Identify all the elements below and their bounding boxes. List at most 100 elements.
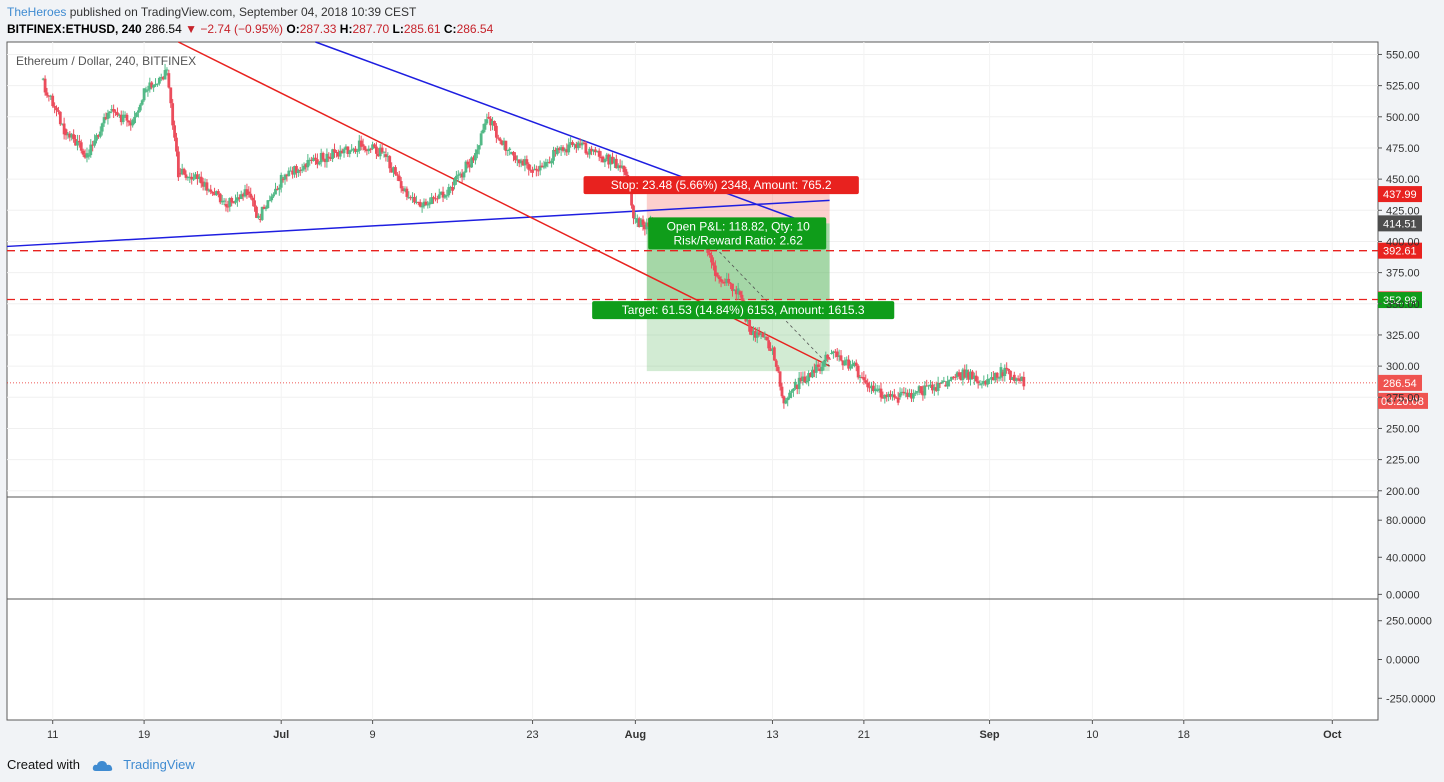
- low-value: 285.61: [403, 22, 441, 36]
- candle: [864, 380, 868, 383]
- candle: [232, 202, 235, 204]
- candle: [333, 149, 336, 152]
- candle: [752, 331, 755, 335]
- candle: [512, 151, 515, 156]
- candle: [771, 348, 774, 351]
- candle: [327, 156, 331, 158]
- candle: [234, 200, 237, 203]
- tradingview-link[interactable]: TradingView: [123, 757, 195, 772]
- candle: [55, 107, 58, 111]
- candle: [207, 189, 211, 191]
- candle: [342, 149, 346, 154]
- close-label: C:: [443, 22, 457, 36]
- author-link[interactable]: TheHeroes: [7, 5, 67, 19]
- candle: [243, 189, 247, 197]
- candle: [346, 146, 350, 154]
- candles-layer[interactable]: [41, 63, 1026, 409]
- candle: [521, 160, 525, 166]
- candle: [283, 174, 287, 180]
- candle: [976, 381, 980, 384]
- candle: [154, 84, 157, 86]
- candle: [940, 381, 944, 384]
- candle: [925, 385, 929, 387]
- candle: [622, 165, 626, 173]
- candle: [1012, 374, 1016, 381]
- candle: [946, 381, 950, 387]
- candle: [534, 168, 538, 171]
- candle: [460, 173, 464, 178]
- candle: [237, 197, 241, 199]
- x-tick-label: 11: [47, 729, 58, 741]
- candle: [708, 252, 712, 256]
- candle: [727, 278, 731, 283]
- candle: [175, 137, 178, 152]
- candle: [110, 109, 114, 111]
- candle: [555, 148, 559, 155]
- panel2-tick-label: 40.0000: [1386, 552, 1426, 564]
- candle: [550, 160, 553, 164]
- risk-reward-text: Risk/Reward Ratio: 2.62: [674, 233, 804, 247]
- countdown-tag: 03:20:08: [1378, 392, 1428, 409]
- candle: [64, 129, 68, 136]
- candle: [776, 366, 780, 372]
- candle: [862, 377, 866, 381]
- footer: Created with TradingView: [7, 757, 195, 772]
- candle: [367, 148, 371, 152]
- candle: [990, 377, 993, 379]
- candle: [432, 197, 435, 199]
- candle: [97, 135, 100, 137]
- candle: [386, 156, 390, 158]
- candle: [573, 144, 576, 146]
- candle: [898, 393, 902, 398]
- candle: [599, 156, 603, 159]
- candle: [295, 166, 298, 174]
- candle: [361, 144, 365, 147]
- y-tick-label: 375.00: [1386, 268, 1420, 280]
- candle: [258, 219, 262, 221]
- candle: [491, 120, 494, 126]
- candle: [826, 354, 830, 359]
- open-pl-text: Open P&L: 118.82, Qty: 10: [667, 219, 811, 233]
- candle: [498, 138, 502, 141]
- candle: [839, 355, 843, 361]
- candle: [203, 182, 207, 187]
- candle: [199, 176, 203, 184]
- candle: [205, 182, 209, 191]
- y-tick-label: 200.00: [1386, 486, 1420, 498]
- candle: [986, 379, 990, 385]
- candle: [929, 384, 932, 386]
- candle: [542, 166, 546, 168]
- candle: [60, 123, 64, 125]
- candle: [163, 70, 167, 80]
- candle: [561, 147, 565, 151]
- candle: [194, 174, 197, 179]
- candle: [298, 170, 302, 172]
- candle: [824, 354, 828, 362]
- candle: [502, 140, 506, 145]
- candle: [788, 392, 792, 398]
- y-tick-label: 475.00: [1386, 143, 1420, 155]
- candle: [582, 142, 586, 144]
- candle: [609, 156, 613, 165]
- candle: [287, 170, 291, 177]
- candle: [335, 151, 338, 153]
- candle: [104, 117, 108, 119]
- candle: [866, 382, 870, 388]
- panel3-tick-label: 0.0000: [1386, 655, 1420, 667]
- symbol-label[interactable]: BITFINEX:ETHUSD, 240: [7, 22, 142, 36]
- candle: [413, 197, 416, 203]
- candle: [567, 144, 571, 153]
- candle: [481, 129, 485, 134]
- candle: [275, 188, 279, 190]
- candle: [753, 331, 757, 338]
- candle: [858, 376, 862, 378]
- candle: [1007, 368, 1010, 371]
- candle: [338, 150, 342, 157]
- candle: [595, 150, 599, 153]
- price-tag: 286.54: [1378, 374, 1422, 391]
- candle: [805, 381, 809, 383]
- candle: [494, 125, 498, 138]
- last-price: 286.54: [145, 22, 182, 36]
- candle: [373, 144, 376, 147]
